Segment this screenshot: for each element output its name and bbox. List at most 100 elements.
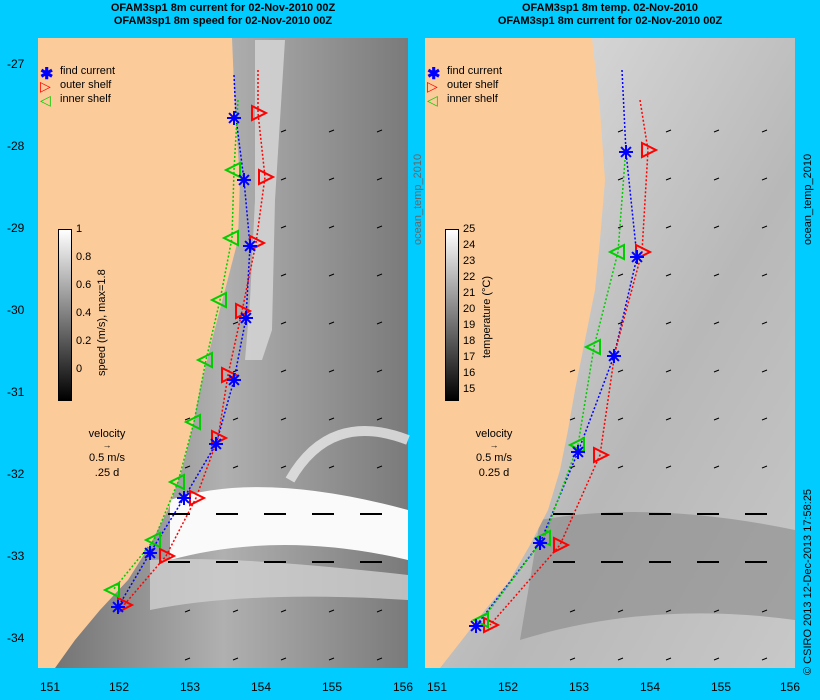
site-markers-left — [102, 104, 276, 614]
velocity-arrow — [184, 465, 191, 469]
find-current-track-left — [117, 74, 251, 608]
inner-shelf-marker — [209, 291, 227, 309]
inner-shelf-track-left — [112, 99, 239, 591]
inner-shelf-marker — [221, 229, 239, 247]
outer-shelf-legend-icon: ▷ — [427, 78, 438, 94]
left-title-line1: OFAM3sp1 8m current for 02-Nov-2010 00Z — [110, 2, 336, 14]
outer-shelf-legend-icon: ▷ — [40, 78, 51, 94]
velocity-arrow — [376, 177, 383, 181]
x-tick: 154 — [640, 680, 661, 694]
velocity-arrow — [328, 417, 335, 421]
inner-shelf-legend-icon: ◁ — [40, 92, 51, 108]
find-current-marker — [239, 311, 253, 325]
inner-shelf-marker — [167, 473, 185, 491]
copyright: © CSIRO 2013 12-Dec-2013 17:58:25 — [802, 488, 814, 675]
velocity-arrow — [328, 321, 335, 325]
x-tick: 151 — [427, 680, 448, 694]
inner-shelf-legend-icon: ◁ — [427, 92, 438, 108]
velocity-arrow — [376, 321, 383, 325]
temperature-colorbar — [445, 229, 459, 401]
find-current-marker — [227, 373, 241, 387]
velocity-arrow — [280, 465, 287, 469]
velocity-key-arrow-icon: → — [102, 440, 112, 450]
temperature-colorbar-label: temperature (°C) — [481, 275, 493, 358]
velocity-key-line2: 0.25 d — [478, 467, 510, 479]
velocity-arrow — [232, 609, 239, 613]
legend-find-current: find current — [60, 65, 116, 77]
velocity-arrows-left — [168, 129, 383, 661]
velocity-arrow — [376, 657, 383, 661]
watermark-ocean-temp-right: ocean_temp_2010 — [802, 153, 814, 245]
inner-shelf-marker — [195, 351, 213, 369]
velocity-arrow — [232, 657, 239, 661]
find-current-legend-icon: ✱ — [427, 66, 441, 83]
y-tick: -33 — [7, 549, 25, 563]
velocity-arrow — [280, 321, 287, 325]
right-title: OFAM3sp1 8m temp. 02-Nov-2010 OFAM3sp1 8… — [425, 2, 795, 28]
y-tick: -31 — [7, 385, 25, 399]
cb-tick: 15 — [463, 383, 476, 395]
velocity-arrow — [232, 465, 239, 469]
y-tick: -27 — [7, 57, 25, 71]
velocity-arrow — [280, 225, 287, 229]
x-tick: 153 — [569, 680, 590, 694]
find-current-marker — [237, 173, 251, 187]
outer-shelf-marker — [251, 104, 269, 122]
velocity-key-line2: .25 d — [94, 467, 120, 479]
outer-shelf-track-left — [123, 70, 266, 606]
x-tick: 155 — [711, 680, 732, 694]
cb-tick: 1 — [76, 223, 83, 235]
legend-find-current: find current — [447, 65, 503, 77]
cb-tick: 0.8 — [76, 251, 92, 263]
y-tick: -30 — [7, 303, 25, 317]
velocity-arrow — [280, 657, 287, 661]
velocity-arrow — [328, 129, 335, 133]
land-mass-left — [38, 38, 240, 668]
velocity-arrow — [376, 225, 383, 229]
velocity-arrow — [328, 369, 335, 373]
cb-tick: 21 — [463, 287, 476, 299]
velocity-arrow — [280, 417, 287, 421]
legend-inner-shelf: inner shelf — [60, 93, 111, 105]
find-current-marker — [243, 239, 257, 253]
cb-tick: 0.2 — [76, 335, 92, 347]
east-australian-current-band — [245, 40, 285, 360]
inner-shelf-marker — [223, 161, 241, 179]
eddy-band-lower — [150, 559, 408, 610]
speed-colorbar-label: speed (m/s), max=1.8 — [96, 269, 108, 376]
eddy-band-upper — [170, 487, 408, 560]
cb-tick: 24 — [463, 239, 476, 251]
x-tick: 152 — [109, 680, 130, 694]
velocity-arrow — [280, 369, 287, 373]
velocity-arrow — [328, 465, 335, 469]
velocity-key-title: velocity — [88, 428, 126, 440]
velocity-arrow — [328, 273, 335, 277]
y-tick: -29 — [7, 221, 25, 235]
find-current-marker — [227, 111, 241, 125]
cb-tick: 19 — [463, 319, 476, 331]
x-tick: 156 — [780, 680, 801, 694]
find-current-marker — [143, 546, 157, 560]
velocity-arrow — [280, 129, 287, 133]
cb-tick: 18 — [463, 335, 476, 347]
x-tick: 156 — [393, 680, 414, 694]
velocity-key-title: velocity — [475, 428, 513, 440]
velocity-key-line1: 0.5 m/s — [475, 452, 513, 464]
outer-shelf-marker — [258, 168, 276, 186]
cb-tick: 0.4 — [76, 307, 92, 319]
y-tick: -32 — [7, 467, 25, 481]
find-current-legend-icon: ✱ — [40, 66, 54, 83]
inner-shelf-marker — [183, 413, 201, 431]
find-current-marker — [209, 437, 223, 451]
velocity-arrow — [280, 177, 287, 181]
cb-tick: 0 — [76, 363, 83, 375]
velocity-arrow — [376, 417, 383, 421]
watermark-ocean-temp-left: ocean_temp_2010 — [412, 153, 424, 245]
x-tick: 152 — [498, 680, 519, 694]
x-tick: 153 — [180, 680, 201, 694]
right-title-line2: OFAM3sp1 8m current for 02-Nov-2010 00Z — [497, 15, 723, 27]
velocity-arrow — [376, 273, 383, 277]
cb-tick: 20 — [463, 303, 476, 315]
velocity-arrow — [376, 369, 383, 373]
